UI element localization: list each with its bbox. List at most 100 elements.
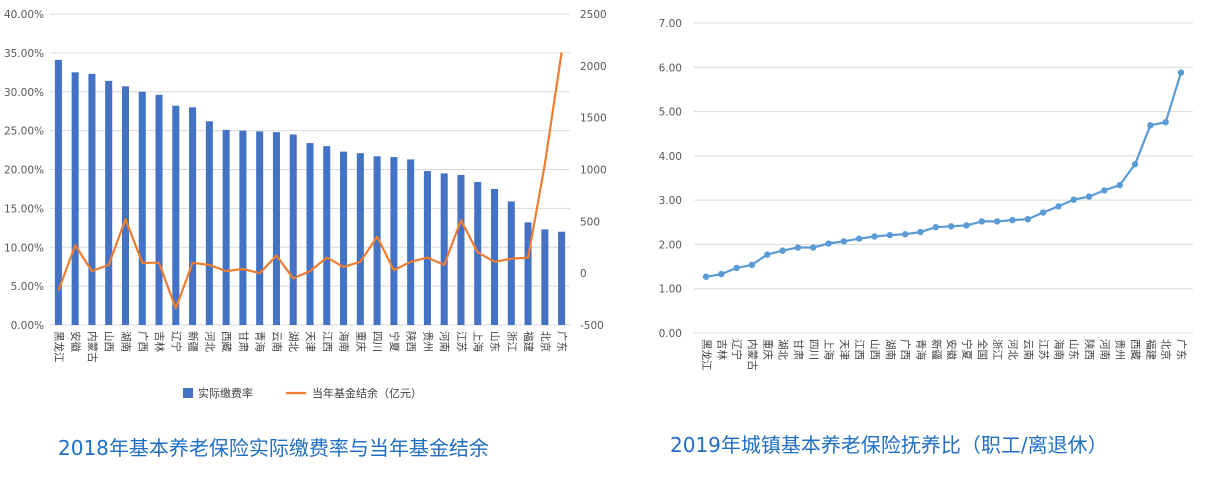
bar	[373, 156, 381, 325]
data-point	[718, 270, 725, 278]
right-y-tick-label: 4.00	[659, 151, 682, 163]
right-chart-title: 2019年城镇基本养老保险抚养比（职工/离退休）	[670, 433, 1108, 457]
left-y2-tick-label: 0	[580, 268, 587, 280]
bar	[340, 151, 348, 325]
right-y-tick-label: 5.00	[659, 107, 682, 119]
data-point	[856, 235, 863, 242]
data-point	[794, 244, 802, 251]
left-y-tick-label: 30.00%	[4, 87, 44, 99]
left-x-tick-label: 浙江	[505, 331, 517, 352]
data-point	[825, 240, 832, 247]
left-x-tick-label: 辽宁	[170, 331, 183, 352]
left-y2-tick-label: 2500	[580, 9, 607, 21]
right-x-tick-label: 重庆	[761, 339, 774, 360]
bar	[272, 132, 280, 325]
data-point	[1085, 193, 1093, 200]
right-x-tick-label: 吉林	[715, 339, 728, 360]
data-point	[1116, 181, 1123, 189]
dependency-ratio-chart-svg: 0.00 1.00 2.00 3.00 4.00 5.00 6.00 7.00 黑龙江 吉林 辽宁内…	[659, 18, 1193, 371]
left-x-tick-label: 福建	[522, 331, 535, 352]
right-x-tick-label: 上海	[823, 339, 836, 360]
legend-label: 实际缴费率	[198, 386, 253, 400]
data-point	[917, 228, 924, 236]
bar	[440, 173, 448, 325]
right-y-tick-label: 3.00	[659, 195, 682, 207]
data-point	[963, 222, 970, 229]
left-x-tick-label: 广东	[556, 331, 569, 352]
dependency-ratio-line	[705, 72, 1183, 278]
left-x-tick-label: 四川	[371, 331, 383, 352]
left-x-tick-label: 山西	[103, 331, 115, 352]
bar	[121, 86, 130, 326]
left-x-tick-label: 江西	[321, 331, 333, 352]
bar	[239, 130, 247, 325]
bar	[105, 80, 113, 326]
left-y2-tick-label: 1500	[580, 113, 607, 125]
right-x-tick-label: 新疆	[930, 339, 943, 360]
left-x-tick-label: 河北	[203, 331, 215, 352]
left-y-tick-label: 35.00%	[4, 48, 44, 60]
right-y-tick-label: 0.00	[659, 328, 682, 340]
right-x-tick-label: 广东	[1175, 339, 1188, 360]
left-x-tick-label: 云南	[270, 331, 283, 352]
left-y-tick-label: 5.00%	[11, 281, 44, 293]
data-point	[1101, 187, 1108, 194]
left-x-tick-label: 河南	[438, 331, 451, 352]
contribution-rate-chart-svg: 0.00% 5.00% 10.00% 15.00% 20.00% 25.00% 30.00%…	[4, 9, 607, 400]
data-point	[1009, 216, 1016, 224]
left-x-tick-label: 上海	[472, 331, 485, 352]
left-legend: 实际缴费率 当年基金结余（亿元）	[183, 386, 422, 400]
fund-balance-line	[57, 52, 563, 310]
right-x-tick-label: 甘肃	[792, 339, 805, 360]
left-x-tick-label: 湖北	[287, 331, 299, 352]
data-point	[978, 218, 986, 225]
left-y-tick-label: 25.00%	[4, 126, 44, 138]
left-bars	[54, 59, 566, 326]
bar	[323, 146, 331, 325]
data-point	[1039, 209, 1047, 216]
bar	[256, 131, 264, 325]
right-x-tick-label: 四川	[807, 339, 819, 360]
left-x-tick-label: 广西	[136, 331, 148, 352]
bar	[541, 229, 549, 325]
right-grid	[694, 22, 1193, 334]
bar	[205, 121, 213, 325]
left-x-tick-label: 重庆	[354, 331, 367, 352]
left-x-tick-label: 陕西	[405, 331, 418, 352]
left-line	[57, 52, 563, 310]
left-x-tick-label: 北京	[539, 331, 552, 352]
bar	[558, 231, 566, 325]
right-x-tick-label: 黑龙江	[700, 339, 713, 371]
bar	[88, 73, 96, 326]
data-point	[932, 223, 940, 231]
left-y2-tick-label: 1000	[580, 165, 607, 177]
left-y-tick-label: 15.00%	[4, 203, 44, 215]
right-x-tick-label: 广西	[899, 339, 911, 360]
bar	[507, 201, 515, 325]
bar	[407, 159, 415, 325]
contribution-rate-chart: 0.00% 5.00% 10.00% 15.00% 20.00% 25.00% 30.00%…	[0, 0, 610, 477]
left-y-tick-label: 0.00%	[11, 320, 44, 332]
right-y-tick-label: 2.00	[659, 239, 682, 251]
right-x-tick-label: 云南	[1022, 339, 1035, 360]
right-x-tick-label: 江苏	[1037, 339, 1050, 360]
data-point	[1024, 215, 1031, 223]
left-y2-tick-label: -500	[580, 320, 604, 332]
data-point	[886, 231, 894, 239]
bar	[155, 94, 163, 325]
data-point	[779, 247, 786, 254]
right-x-tick-label: 天津	[838, 339, 850, 360]
right-x-tick-label: 湖北	[777, 339, 789, 360]
left-x-tick-label: 江苏	[455, 331, 468, 352]
bar	[222, 129, 230, 325]
right-x-tick-label: 安徽	[945, 339, 958, 360]
right-x-tick-label: 全国	[976, 339, 989, 360]
right-y-tick-label: 1.00	[659, 284, 682, 296]
data-point	[1162, 119, 1169, 126]
bar	[524, 222, 532, 325]
bar	[306, 143, 314, 325]
left-x-tick-label: 宁夏	[388, 331, 401, 352]
left-chart-title: 2018年基本养老保险实际缴费率与当年基金结余	[58, 436, 489, 460]
left-x-tick-label: 海南	[338, 331, 351, 352]
left-y2-tick-label: 2000	[580, 61, 607, 73]
